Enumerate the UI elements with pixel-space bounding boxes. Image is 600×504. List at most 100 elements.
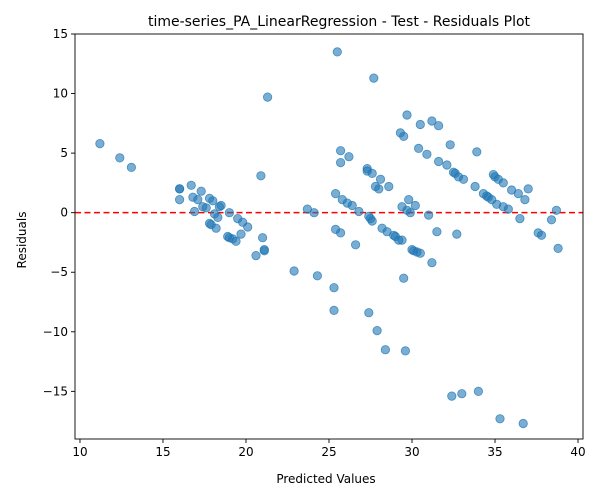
data-point-86 <box>410 200 420 211</box>
data-point-82 <box>404 195 414 205</box>
data-point-32 <box>256 171 266 181</box>
data-point-47 <box>335 158 346 168</box>
data-point-37 <box>289 266 299 276</box>
plot-area: 10 15 20 25 30 35 40 −15 −10 −5 0 5 10 15 <box>43 27 586 459</box>
data-point-52 <box>347 200 357 211</box>
data-point-93 <box>427 258 437 268</box>
data-point-103 <box>452 229 462 239</box>
data-point-35 <box>259 246 269 256</box>
data-point-54 <box>354 206 364 217</box>
y-tick-label--15: −15 <box>43 384 68 398</box>
data-point-97 <box>433 121 444 131</box>
data-point-60 <box>367 168 377 178</box>
y-axis-label: Residuals <box>15 212 29 269</box>
data-point-127 <box>523 184 533 194</box>
data-point-8 <box>189 206 200 217</box>
data-point-120 <box>498 178 508 188</box>
y-tick-label--10: −10 <box>43 325 68 339</box>
data-point-100 <box>447 391 457 401</box>
data-point-16 <box>208 196 218 206</box>
data-point-24 <box>224 208 234 218</box>
data-point-108 <box>472 147 482 157</box>
data-point-132 <box>553 243 563 253</box>
x-tick-label-15: 15 <box>155 445 170 459</box>
y-tick-label-15: 15 <box>53 27 68 41</box>
data-point-131 <box>551 205 562 215</box>
data-point-19 <box>213 212 223 222</box>
data-point-88 <box>413 143 424 153</box>
y-tick-label--5: −5 <box>50 265 68 279</box>
data-point-48 <box>335 228 346 238</box>
data-point-70 <box>384 181 394 192</box>
data-point-118 <box>495 414 505 424</box>
data-point-105 <box>457 389 467 399</box>
data-point-91 <box>422 149 432 159</box>
data-point-46 <box>335 146 346 156</box>
data-point-1 <box>115 153 125 163</box>
data-point-124 <box>515 214 525 224</box>
data-point-99 <box>445 140 455 150</box>
y-tick-label-5: 5 <box>60 146 68 160</box>
data-point-42 <box>329 305 339 315</box>
data-point-28 <box>236 229 246 239</box>
data-point-4 <box>175 184 185 194</box>
data-point-125 <box>518 418 528 429</box>
data-point-30 <box>243 222 253 232</box>
data-point-121 <box>503 204 513 214</box>
data-point-39 <box>309 208 319 218</box>
data-point-95 <box>432 227 442 237</box>
data-point-129 <box>536 230 547 240</box>
data-point-79 <box>400 346 410 356</box>
data-point-12 <box>201 203 211 213</box>
data-point-89 <box>415 248 425 258</box>
x-tick-label-20: 20 <box>238 445 253 459</box>
data-point-98 <box>442 160 452 170</box>
data-point-81 <box>402 110 412 120</box>
data-point-41 <box>329 283 339 293</box>
x-axis-label: Predicted Values <box>276 472 375 486</box>
data-point-45 <box>332 47 342 57</box>
data-point-33 <box>257 233 268 243</box>
y-tick-label-10: 10 <box>53 87 68 101</box>
data-point-31 <box>251 251 261 261</box>
data-point-90 <box>415 119 425 130</box>
data-point-62 <box>369 73 379 83</box>
data-point-109 <box>473 386 483 396</box>
x-tick-label-10: 10 <box>72 445 87 459</box>
data-point-76 <box>397 235 407 245</box>
x-tick-label-35: 35 <box>487 445 502 459</box>
data-point-21 <box>216 200 226 211</box>
data-point-61 <box>367 216 377 226</box>
data-point-106 <box>458 174 469 184</box>
y-tick-label-0: 0 <box>60 206 68 220</box>
data-point-68 <box>380 345 390 355</box>
data-point-92 <box>423 210 434 220</box>
data-point-26 <box>231 236 241 246</box>
x-tick-label-25: 25 <box>321 445 336 459</box>
data-point-40 <box>312 271 322 281</box>
data-point-9 <box>193 195 203 205</box>
data-point-65 <box>374 184 384 194</box>
data-point-51 <box>344 152 354 162</box>
data-point-0 <box>95 139 105 149</box>
data-point-2 <box>126 162 136 172</box>
data-point-5 <box>175 195 185 205</box>
x-tick-label-40: 40 <box>570 445 585 459</box>
data-point-66 <box>375 174 386 184</box>
data-point-6 <box>186 180 196 190</box>
data-point-94 <box>427 116 437 126</box>
data-point-18 <box>211 223 221 233</box>
data-point-78 <box>399 131 409 141</box>
data-point-77 <box>399 273 409 283</box>
chart-title: time-series_PA_LinearRegression - Test -… <box>148 14 531 30</box>
data-point-130 <box>546 215 557 225</box>
data-point-96 <box>433 156 444 167</box>
data-point-83 <box>405 208 415 218</box>
data-point-10 <box>196 186 206 196</box>
x-tick-label-30: 30 <box>404 445 419 459</box>
data-point-36 <box>262 92 273 102</box>
data-point-53 <box>350 240 361 250</box>
